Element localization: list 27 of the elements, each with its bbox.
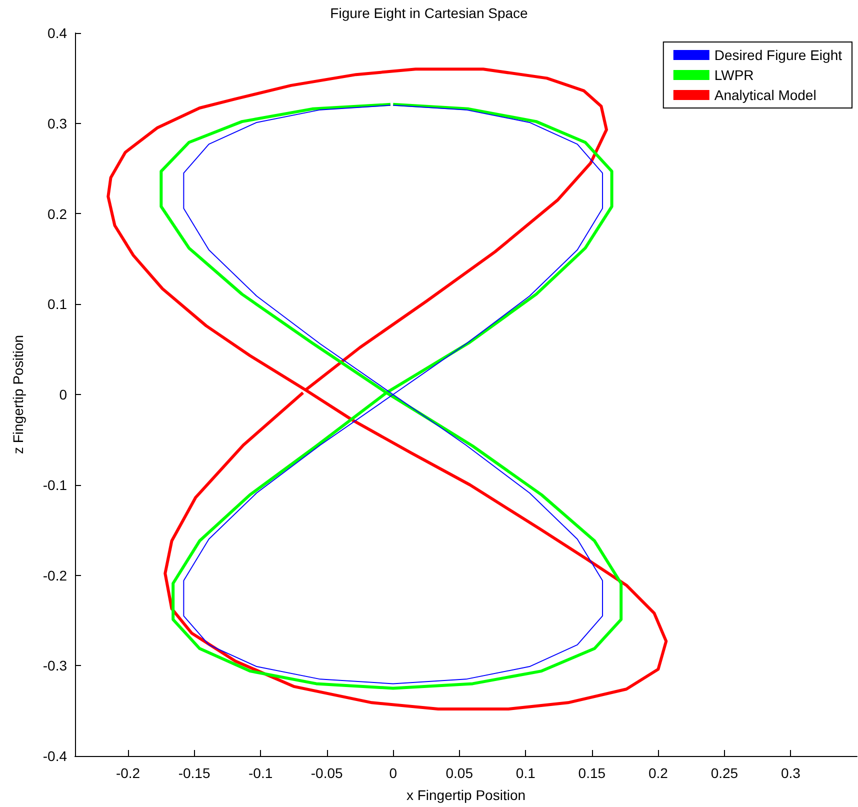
y-tick-label: -0.3 <box>42 658 68 674</box>
x-tick-label: -0.15 <box>178 765 210 781</box>
x-tick-label: 0 <box>389 765 398 781</box>
x-tick-label: 0.25 <box>710 765 738 781</box>
x-tick-label: -0.1 <box>248 765 273 781</box>
x-axis-title: x Fingertip Position <box>406 787 526 803</box>
y-tick-label: -0.1 <box>42 476 68 493</box>
legend-label: LWPR <box>714 67 754 83</box>
y-tick-label: 0 <box>59 386 68 402</box>
x-tick-label: 0.2 <box>648 765 668 781</box>
y-axis-title: z Fingertip Position <box>10 334 26 454</box>
chart-title: Figure Eight in Cartesian Space <box>330 5 528 21</box>
x-tick-label: 0.15 <box>578 765 606 781</box>
y-tick-label: -0.2 <box>42 567 68 584</box>
legend-label: Desired Figure Eight <box>714 47 842 63</box>
x-tick-label: 0.05 <box>446 765 474 781</box>
y-tick-label: -0.4 <box>42 748 68 764</box>
y-tick-label: 0.3 <box>48 115 68 132</box>
line-series <box>106 68 668 711</box>
x-tick-label: -0.05 <box>310 765 343 781</box>
x-tick-label: 0.3 <box>780 765 801 781</box>
y-tick-label: 0.4 <box>48 25 68 41</box>
y-tick-label: 0.1 <box>48 296 68 312</box>
legend-label: Analytical Model <box>714 87 816 103</box>
x-tick-label: -0.2 <box>116 765 140 781</box>
x-tick-label: 0.1 <box>516 765 536 781</box>
y-tick-label: 0.2 <box>48 206 68 222</box>
